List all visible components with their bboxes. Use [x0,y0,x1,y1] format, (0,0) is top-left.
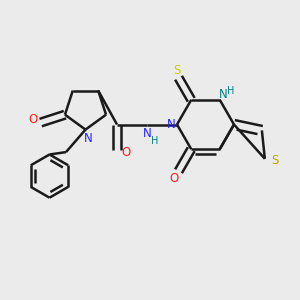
Text: H: H [227,86,235,96]
Text: N: N [219,88,228,101]
Text: O: O [169,172,178,185]
Text: N: N [167,118,176,131]
Text: S: S [173,64,181,77]
Text: S: S [271,154,278,167]
Text: N: N [84,131,93,145]
Text: O: O [122,146,130,160]
Text: H: H [151,136,158,146]
Text: N: N [143,127,152,140]
Text: O: O [28,113,37,126]
